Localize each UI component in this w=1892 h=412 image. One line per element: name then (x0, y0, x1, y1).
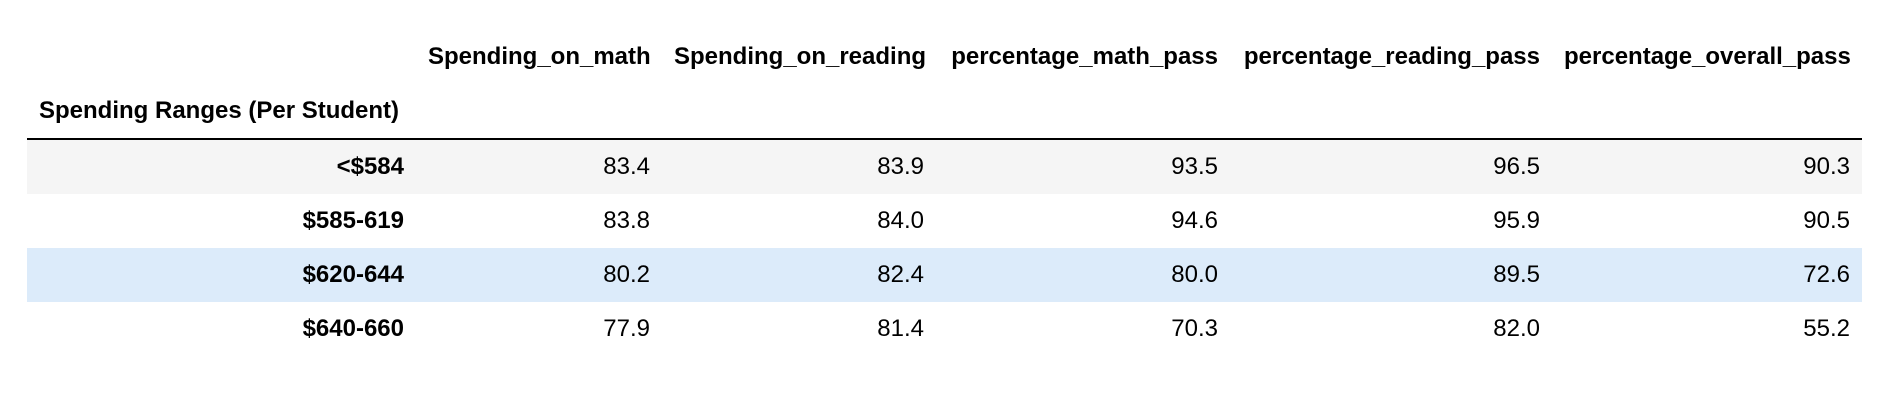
row-index-label: $585-619 (302, 207, 404, 234)
table-cell: 83.4 (603, 153, 650, 180)
column-header: Spending_on_reading (674, 43, 927, 70)
table-cell: 72.6 (1803, 261, 1850, 288)
index-name-row: Spending Ranges (Per Student) (27, 84, 1862, 140)
table-row: $585-619 83.8 84.0 94.6 95.9 90.5 (27, 194, 1862, 248)
table-cell: 89.5 (1493, 261, 1540, 288)
table-header: Spending_on_math Spending_on_reading per… (27, 30, 1862, 140)
index-name-label: Spending Ranges (Per Student) (27, 84, 416, 140)
table-cell: 82.4 (877, 261, 924, 288)
blank-header-cell (662, 84, 936, 140)
table-cell: 90.5 (1803, 207, 1850, 234)
column-header: percentage_reading_pass (1243, 43, 1540, 70)
blank-header-cell (1552, 84, 1862, 140)
table-cell: 90.3 (1803, 153, 1850, 180)
table-cell: 82.0 (1493, 315, 1540, 342)
table-cell: 80.2 (603, 261, 650, 288)
table-row-highlighted: $620-644 80.2 82.4 80.0 89.5 72.6 (27, 248, 1862, 302)
column-header: percentage_math_pass (951, 43, 1218, 70)
column-header: Spending_on_math (428, 43, 651, 70)
blank-header-cell (416, 84, 662, 140)
table-cell: 84.0 (877, 207, 924, 234)
blank-header-cell (936, 84, 1230, 140)
table-body: <$584 83.4 83.9 93.5 96.5 90.3 $585-619 … (27, 139, 1862, 356)
column-header-row: Spending_on_math Spending_on_reading per… (27, 30, 1862, 84)
table-cell: 70.3 (1171, 315, 1218, 342)
row-index-label: <$584 (336, 153, 404, 180)
blank-header-cell (1230, 84, 1552, 140)
table-cell: 83.8 (603, 207, 650, 234)
table-cell: 93.5 (1171, 153, 1218, 180)
row-index-label: $620-644 (302, 261, 404, 288)
column-header: percentage_overall_pass (1564, 43, 1851, 70)
dataframe-table: Spending_on_math Spending_on_reading per… (27, 30, 1862, 356)
table-row: $640-660 77.9 81.4 70.3 82.0 55.2 (27, 302, 1862, 356)
table-cell: 96.5 (1493, 153, 1540, 180)
table-row: <$584 83.4 83.9 93.5 96.5 90.3 (27, 139, 1862, 194)
corner-blank-cell (27, 30, 416, 84)
table-cell: 94.6 (1171, 207, 1218, 234)
row-index-label: $640-660 (302, 315, 404, 342)
table-cell: 95.9 (1493, 207, 1540, 234)
table-cell: 77.9 (603, 315, 650, 342)
table-cell: 81.4 (877, 315, 924, 342)
table-cell: 80.0 (1171, 261, 1218, 288)
table-cell: 83.9 (877, 153, 924, 180)
table-cell: 55.2 (1803, 315, 1850, 342)
